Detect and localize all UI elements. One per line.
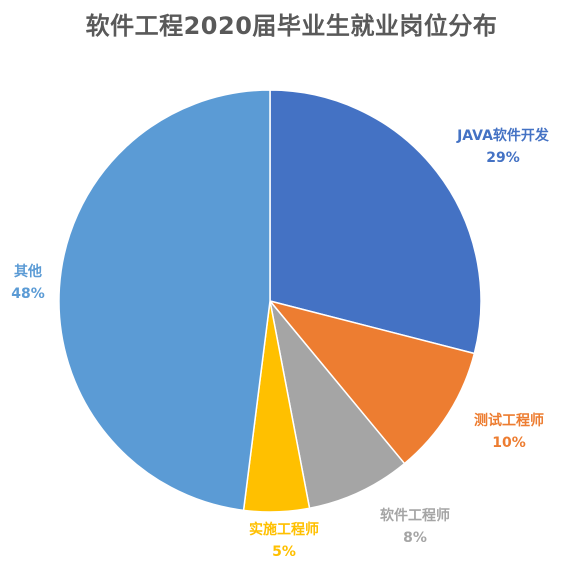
slice-label-software-engineer: 软件工程师 8% bbox=[380, 505, 450, 549]
pie-slice-software-engineer bbox=[269, 300, 406, 510]
slice-label-name: 软件工程师 bbox=[380, 508, 450, 524]
slice-label-percent: 10% bbox=[492, 435, 526, 451]
slice-label-other: 其他 48% bbox=[11, 261, 45, 305]
pie-slice-testing bbox=[269, 300, 476, 465]
slice-label-name: JAVA软件开发 bbox=[457, 128, 549, 144]
chart-title: 软件工程2020届毕业生就业岗位分布 bbox=[85, 12, 498, 40]
slice-label-implementation: 实施工程师 5% bbox=[249, 519, 319, 563]
slice-label-testing: 测试工程师 10% bbox=[474, 410, 544, 454]
slice-label-percent: 29% bbox=[486, 150, 520, 166]
pie-slice-other bbox=[58, 89, 271, 512]
slice-label-percent: 48% bbox=[11, 286, 45, 302]
slice-label-percent: 5% bbox=[272, 544, 296, 560]
slice-label-name: 其他 bbox=[13, 264, 42, 280]
slice-label-java: JAVA软件开发 29% bbox=[457, 125, 549, 169]
slice-label-name: 测试工程师 bbox=[474, 413, 544, 429]
pie-slice-java bbox=[269, 89, 482, 355]
slice-label-name: 实施工程师 bbox=[249, 522, 319, 538]
slice-label-percent: 8% bbox=[403, 530, 427, 546]
